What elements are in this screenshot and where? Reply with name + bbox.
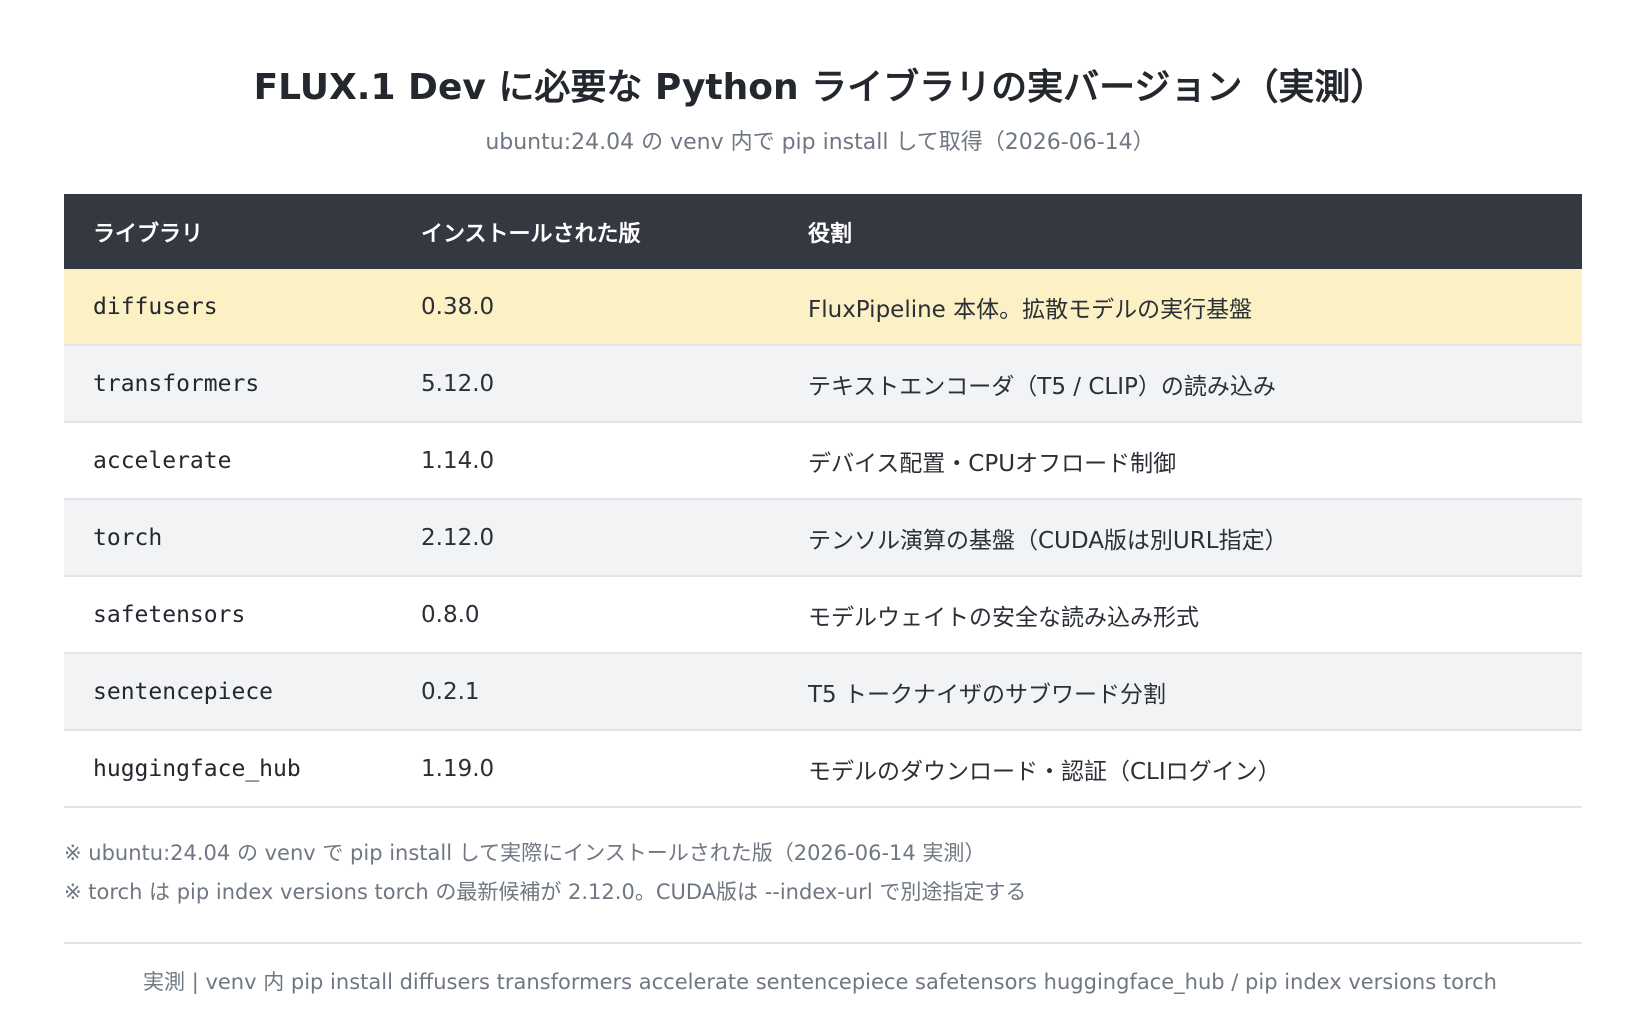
notes: ※ ubuntu:24.04 の venv で pip install して実際… xyxy=(64,834,1026,912)
cell-role: デバイス配置・CPUオフロード制御 xyxy=(808,450,1177,477)
header-version: インストールされた版 xyxy=(421,221,641,247)
cell-library: transformers xyxy=(93,370,260,397)
cell-version: 5.12.0 xyxy=(421,370,495,397)
cell-role: テンソル演算の基盤（CUDA版は別URL指定） xyxy=(808,527,1288,554)
cell-role: テキストエンコーダ（T5 / CLIP）の読み込み xyxy=(808,373,1276,400)
table-row: transformers 5.12.0 テキストエンコーダ（T5 / CLIP）の読… xyxy=(64,346,1582,423)
divider xyxy=(64,942,1582,944)
cell-version: 0.2.1 xyxy=(421,678,480,705)
table-header-row: ライブラリ インストールされた版 役割 xyxy=(64,194,1582,269)
page-subtitle: ubuntu:24.04 の venv 内で pip install して取得（… xyxy=(485,130,1155,155)
table-row: huggingface_hub 1.19.0 モデルのダウンロード・認証（CLIログ… xyxy=(64,731,1582,808)
header-library: ライブラリ xyxy=(93,221,204,247)
cell-library: safetensors xyxy=(93,601,246,628)
table-row: sentencepiece 0.2.1 T5 トークナイザのサブワード分割 xyxy=(64,654,1582,731)
library-version-table: ライブラリ インストールされた版 役割 diffusers 0.38.0 FluxP… xyxy=(64,194,1582,808)
cell-version: 2.12.0 xyxy=(421,524,495,551)
note-line: ※ torch は pip index versions torch の最新候補… xyxy=(64,880,1027,904)
table-body: diffusers 0.38.0 FluxPipeline 本体。拡散モデルの実行基… xyxy=(64,269,1582,808)
cell-version: 1.14.0 xyxy=(421,447,495,474)
table-row: diffusers 0.38.0 FluxPipeline 本体。拡散モデルの実行基… xyxy=(64,269,1582,346)
cell-version: 0.38.0 xyxy=(421,293,495,320)
cell-library: diffusers xyxy=(93,293,218,320)
cell-library: torch xyxy=(93,524,163,551)
table-row: torch 2.12.0 テンソル演算の基盤（CUDA版は別URL指定） xyxy=(64,500,1582,577)
cell-role: FluxPipeline 本体。拡散モデルの実行基盤 xyxy=(808,296,1253,323)
note-line: ※ ubuntu:24.04 の venv で pip install して実際… xyxy=(64,841,986,865)
cell-library: accelerate xyxy=(93,447,232,474)
cell-role: T5 トークナイザのサブワード分割 xyxy=(808,681,1166,708)
cell-version: 0.8.0 xyxy=(421,601,480,628)
table-row: accelerate 1.14.0 デバイス配置・CPUオフロード制御 xyxy=(64,423,1582,500)
header-role: 役割 xyxy=(808,221,853,247)
cell-library: huggingface_hub xyxy=(93,755,301,782)
cell-version: 1.19.0 xyxy=(421,755,495,782)
cell-library: sentencepiece xyxy=(93,678,274,705)
page-title: FLUX.1 Dev に必要な Python ライブラリの実バージョン（実測） xyxy=(253,67,1387,108)
cell-role: モデルのダウンロード・認証（CLIログイン） xyxy=(808,758,1281,785)
table-row: safetensors 0.8.0 モデルウェイトの安全な読み込み形式 xyxy=(64,577,1582,654)
footer-source: 実測 | venv 内 pip install diffusers transf… xyxy=(143,970,1497,994)
cell-role: モデルウェイトの安全な読み込み形式 xyxy=(808,604,1199,631)
